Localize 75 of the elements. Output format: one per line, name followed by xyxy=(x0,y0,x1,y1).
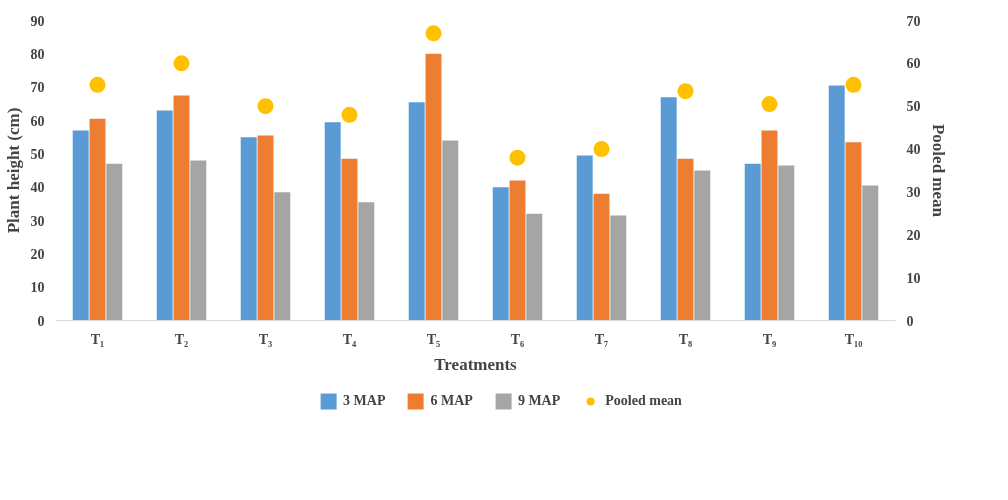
point xyxy=(761,96,778,113)
x-axis-title: Treatments xyxy=(434,354,518,374)
x-tick-label: T₁₀ xyxy=(844,331,863,347)
bar xyxy=(492,187,509,321)
bar xyxy=(593,193,610,321)
bar xyxy=(526,213,543,321)
legend-label: Pooled mean xyxy=(605,393,682,409)
legend-label: 3 MAP xyxy=(343,393,386,409)
y2-tick-label: 60 xyxy=(906,56,921,72)
x-tick-label: T₃ xyxy=(258,331,273,347)
x-tick-label: T₁ xyxy=(90,331,105,347)
bar xyxy=(660,97,677,321)
bar xyxy=(442,140,459,321)
legend-label: 6 MAP xyxy=(430,393,473,409)
bar xyxy=(190,160,207,321)
point xyxy=(425,25,442,42)
point xyxy=(845,76,862,93)
y-axis-title: Plant height (cm) xyxy=(3,107,23,234)
y-tick-label: 30 xyxy=(30,213,45,229)
point xyxy=(509,149,526,166)
x-tick-label: T₂ xyxy=(174,331,189,347)
bar xyxy=(778,165,795,321)
x-tick-label: T₅ xyxy=(426,331,441,347)
bar xyxy=(845,142,862,321)
y-tick-label: 80 xyxy=(30,46,45,62)
y-tick-label: 60 xyxy=(30,113,45,129)
bar xyxy=(173,95,190,321)
bar xyxy=(274,192,291,321)
bar xyxy=(324,122,341,321)
bar xyxy=(89,118,106,321)
bar xyxy=(408,102,425,321)
bar xyxy=(828,85,845,321)
point xyxy=(89,76,106,93)
y2-tick-label: 20 xyxy=(906,227,921,243)
y2-tick-label: 40 xyxy=(906,142,921,158)
bar xyxy=(761,130,778,321)
bar xyxy=(257,135,274,321)
point xyxy=(341,106,358,123)
y-tick-label: 50 xyxy=(30,146,45,162)
y2-tick-label: 30 xyxy=(906,184,921,200)
bar xyxy=(862,185,879,321)
bar xyxy=(425,53,442,321)
bar xyxy=(744,163,761,321)
bar xyxy=(677,158,694,321)
bar xyxy=(694,170,711,321)
y-tick-label: 40 xyxy=(30,180,45,196)
y-tick-label: 90 xyxy=(30,13,45,29)
y-tick-label: 0 xyxy=(37,313,45,329)
point xyxy=(677,83,694,100)
y-tick-label: 10 xyxy=(30,280,45,296)
bar xyxy=(341,158,358,321)
point xyxy=(257,98,274,115)
point xyxy=(173,55,190,72)
y2-tick-label: 10 xyxy=(906,270,921,286)
bar xyxy=(576,155,593,321)
x-tick-label: T₇ xyxy=(594,331,609,347)
x-tick-label: T₄ xyxy=(342,331,358,347)
bar xyxy=(509,180,526,321)
y2-axis-title: Pooled mean xyxy=(928,123,948,218)
legend-label: 9 MAP xyxy=(517,393,561,409)
point xyxy=(593,141,610,158)
y2-tick-label: 50 xyxy=(906,99,921,115)
y2-tick-label: 0 xyxy=(906,313,914,329)
x-tick-label: T₆ xyxy=(510,331,525,347)
bar xyxy=(240,137,257,321)
y-tick-label: 70 xyxy=(30,80,45,96)
bar xyxy=(358,202,375,321)
y2-tick-label: 70 xyxy=(906,13,921,29)
bar xyxy=(106,163,123,321)
x-tick-label: T₉ xyxy=(762,331,777,347)
bar xyxy=(610,215,627,321)
y-tick-label: 20 xyxy=(30,246,45,262)
bar xyxy=(156,110,173,321)
bar xyxy=(72,130,89,321)
x-tick-label: T₈ xyxy=(678,331,693,347)
